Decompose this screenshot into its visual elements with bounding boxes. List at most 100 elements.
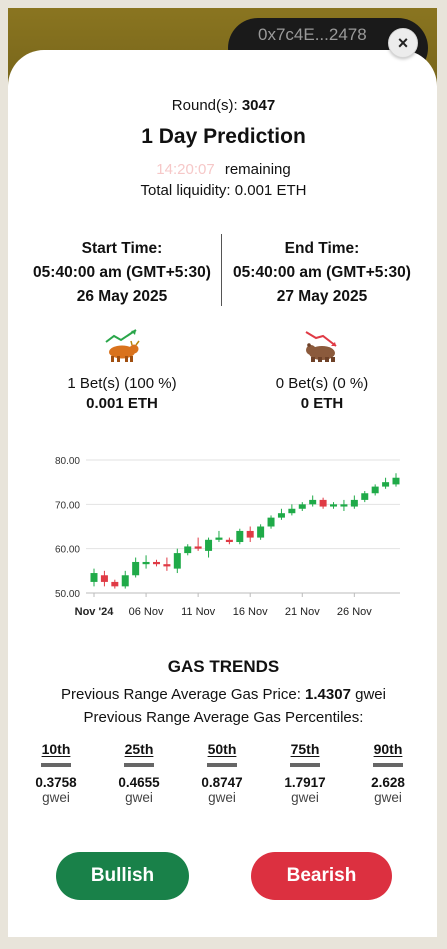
candle-body xyxy=(132,561,140,576)
candle-body xyxy=(205,539,213,551)
candle-body xyxy=(225,539,233,543)
candle-body xyxy=(392,477,400,485)
gas-percentile: 10th 0.3758 gwei xyxy=(26,741,86,805)
time-divider xyxy=(221,234,222,306)
close-button[interactable]: × xyxy=(388,28,418,58)
chart-x-tick-label: Nov '24 xyxy=(75,606,115,618)
bear-bets-count: 0 Bet(s) (0 %) xyxy=(275,375,369,392)
candle-body xyxy=(173,553,181,569)
candle-body xyxy=(319,499,327,507)
gas-percentile: 25th 0.4655 gwei xyxy=(109,741,169,805)
end-time-block: End Time: 05:40:00 am (GMT+5:30) 27 May … xyxy=(222,237,422,309)
candle-body xyxy=(371,486,379,494)
candle-body xyxy=(184,546,192,554)
chart-x-tick-label: 26 Nov xyxy=(337,606,372,618)
candle-body xyxy=(90,573,98,582)
gas-average-value: 1.4307 xyxy=(305,686,351,703)
candle-body xyxy=(100,575,108,582)
candle-body xyxy=(257,526,265,538)
gas-percentile: 75th 1.7917 gwei xyxy=(275,741,335,805)
candle-body xyxy=(361,493,369,500)
gas-trends-title: GAS TRENDS xyxy=(167,657,280,676)
percentile-unit: gwei xyxy=(125,790,153,805)
percentile-value: 0.8747 xyxy=(201,775,243,790)
round-info: Round(s): 3047 xyxy=(0,97,447,114)
percentile-unit: gwei xyxy=(374,790,402,805)
end-date-value: 27 May 2025 xyxy=(276,288,368,305)
percentile-value: 0.3758 xyxy=(35,775,77,790)
start-date-value: 26 May 2025 xyxy=(76,288,168,305)
bull-bets-count: 1 Bet(s) (100 %) xyxy=(67,375,177,392)
end-time-label: End Time: xyxy=(284,240,360,257)
gas-average: Previous Range Average Gas Price: 1.4307… xyxy=(0,686,447,703)
percentile-unit: gwei xyxy=(208,790,236,805)
percentile-value: 2.628 xyxy=(371,775,405,790)
candle-body xyxy=(267,517,275,527)
countdown: 14:20:07 remaining xyxy=(0,161,447,178)
bull-bets-amount: 0.001 ETH xyxy=(86,395,158,412)
page-title: 1 Day Prediction xyxy=(141,125,306,148)
candle-body xyxy=(246,530,254,538)
bearish-button[interactable]: Bearish xyxy=(251,852,392,900)
candle-body xyxy=(340,504,348,507)
percentile-bar xyxy=(41,763,71,767)
start-time-block: Start Time: 05:40:00 am (GMT+5:30) 26 Ma… xyxy=(22,237,222,309)
total-liquidity: Total liquidity: 0.001 ETH xyxy=(140,182,307,199)
percentile-bar xyxy=(373,763,403,767)
bear-icon xyxy=(305,331,337,362)
percentile-value: 0.4655 xyxy=(118,775,160,790)
bear-bets-amount: 0 ETH xyxy=(300,395,344,412)
candle-body xyxy=(163,564,171,567)
start-time-value: 05:40:00 am (GMT+5:30) xyxy=(33,264,211,281)
price-candlestick-chart: 50.00 60.00 70.00 80.00 Nov '24 06 Nov 11 Nov 1… xyxy=(55,456,400,618)
candle-body xyxy=(152,561,160,565)
chart-y-tick-label: 50.00 xyxy=(55,589,80,600)
percentile-unit: gwei xyxy=(42,790,70,805)
chart-y-tick-label: 70.00 xyxy=(55,500,80,511)
percentile-label: 10th xyxy=(41,741,71,757)
percentile-label: 25th xyxy=(124,741,154,757)
candle-body xyxy=(111,581,119,587)
countdown-timer: 14:20:07 xyxy=(156,161,215,178)
candle-body xyxy=(194,546,202,549)
bull-bets: 1 Bet(s) (100 %) 0.001 ETH xyxy=(22,328,222,414)
percentile-label: 90th xyxy=(373,741,403,757)
bear-bets: 0 Bet(s) (0 %) 0 ETH xyxy=(222,328,422,414)
round-label: Round(s): xyxy=(171,97,238,114)
gas-percentile: 90th 2.628 gwei xyxy=(358,741,418,805)
gas-percentiles-label: Previous Range Average Gas Percentiles: xyxy=(83,709,364,726)
countdown-suffix: remaining xyxy=(224,161,291,178)
candle-body xyxy=(121,575,129,587)
percentile-bar xyxy=(290,763,320,767)
percentile-label: 75th xyxy=(290,741,320,757)
percentile-label: 50th xyxy=(207,741,237,757)
percentile-bar xyxy=(207,763,237,767)
chart-x-tick-label: 11 Nov xyxy=(181,606,216,618)
percentile-bar xyxy=(124,763,154,767)
candle-body xyxy=(277,513,285,518)
candle-body xyxy=(309,499,317,505)
candle-body xyxy=(298,504,306,509)
bull-icon xyxy=(105,329,140,362)
candle-body xyxy=(350,499,358,507)
end-time-value: 05:40:00 am (GMT+5:30) xyxy=(233,264,411,281)
chart-y-tick-label: 80.00 xyxy=(55,456,80,467)
gas-average-unit: gwei xyxy=(355,686,386,703)
candle-body xyxy=(288,508,296,514)
chart-x-tick-label: 16 Nov xyxy=(233,606,268,618)
candle-body xyxy=(382,482,390,487)
round-number: 3047 xyxy=(241,97,276,114)
percentile-unit: gwei xyxy=(291,790,319,805)
bullish-button[interactable]: Bullish xyxy=(56,852,189,900)
wallet-address: 0x7c4E...2478 xyxy=(258,25,367,44)
chart-x-tick-label: 06 Nov xyxy=(129,606,164,618)
candle-body xyxy=(215,537,223,540)
candle-body xyxy=(142,561,150,565)
chart-x-tick-label: 21 Nov xyxy=(285,606,320,618)
gas-percentile: 50th 0.8747 gwei xyxy=(192,741,252,805)
candle-body xyxy=(330,504,338,507)
start-time-label: Start Time: xyxy=(81,240,163,257)
candle-body xyxy=(236,530,244,543)
gas-average-label: Previous Range Average Gas Price: xyxy=(61,686,301,703)
percentile-value: 1.7917 xyxy=(284,775,326,790)
